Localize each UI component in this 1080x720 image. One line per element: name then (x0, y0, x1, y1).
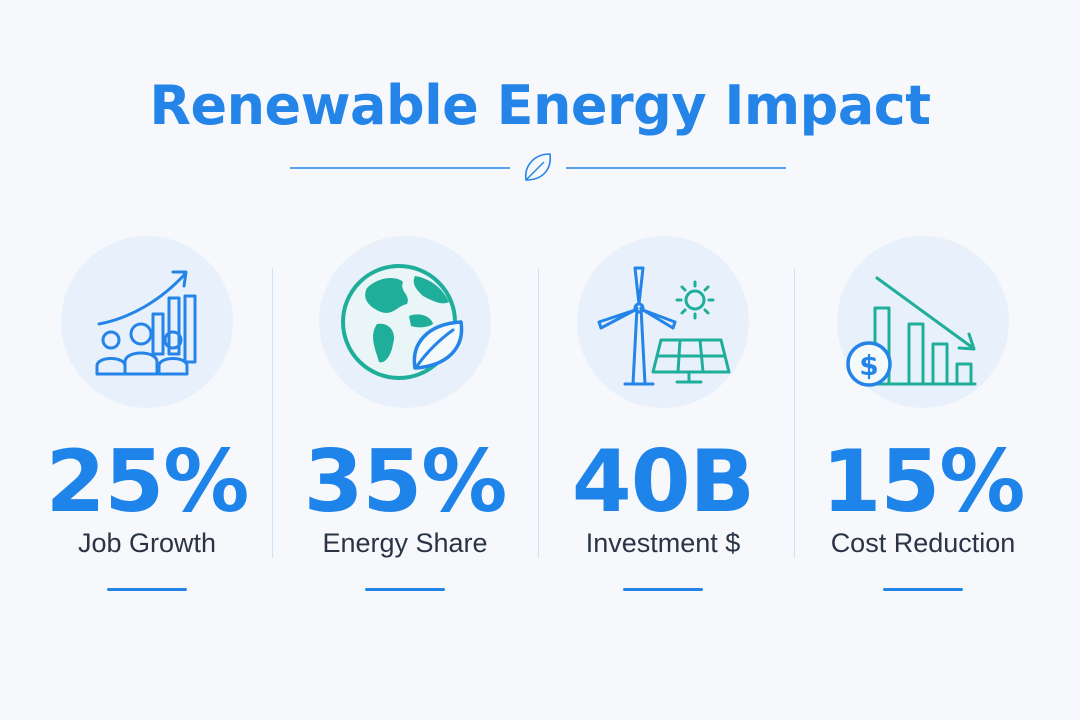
icon-circle (61, 236, 233, 408)
stat-investment: 40B Investment $ (528, 236, 798, 596)
stat-label: Job Growth (77, 528, 217, 558)
job-growth-icon (95, 270, 197, 376)
column-divider (538, 268, 539, 558)
stat-job-growth: 25% Job Growth (12, 236, 282, 596)
title-divider (290, 153, 786, 181)
icon-circle (319, 236, 491, 408)
stat-value: 15% (821, 432, 1026, 532)
icon-circle (577, 236, 749, 408)
stat-underline (883, 588, 963, 591)
globe-leaf-icon (341, 264, 464, 380)
stat-value: 40B (571, 432, 755, 532)
leaf-icon (525, 153, 551, 181)
stat-underline (107, 588, 187, 591)
stat-value: 25% (45, 432, 250, 532)
stat-value: 35% (303, 432, 508, 532)
stat-underline (623, 588, 703, 591)
stat-label: Cost Reduction (830, 528, 1016, 558)
page-title: Renewable Energy Impact (149, 74, 931, 137)
stat-cost-reduction: $ 15% Cost Reduction (788, 236, 1058, 596)
icon-circle: $ (837, 236, 1009, 408)
column-divider (794, 268, 795, 558)
stat-label: Investment $ (585, 528, 741, 558)
stat-label: Energy Share (322, 528, 488, 558)
wind-solar-icon (597, 266, 731, 386)
stat-underline (365, 588, 445, 591)
cost-reduction-icon: $ (846, 276, 977, 387)
column-divider (272, 268, 273, 558)
stat-energy-share: 35% Energy Share (270, 236, 540, 596)
svg-text:$: $ (859, 349, 878, 382)
